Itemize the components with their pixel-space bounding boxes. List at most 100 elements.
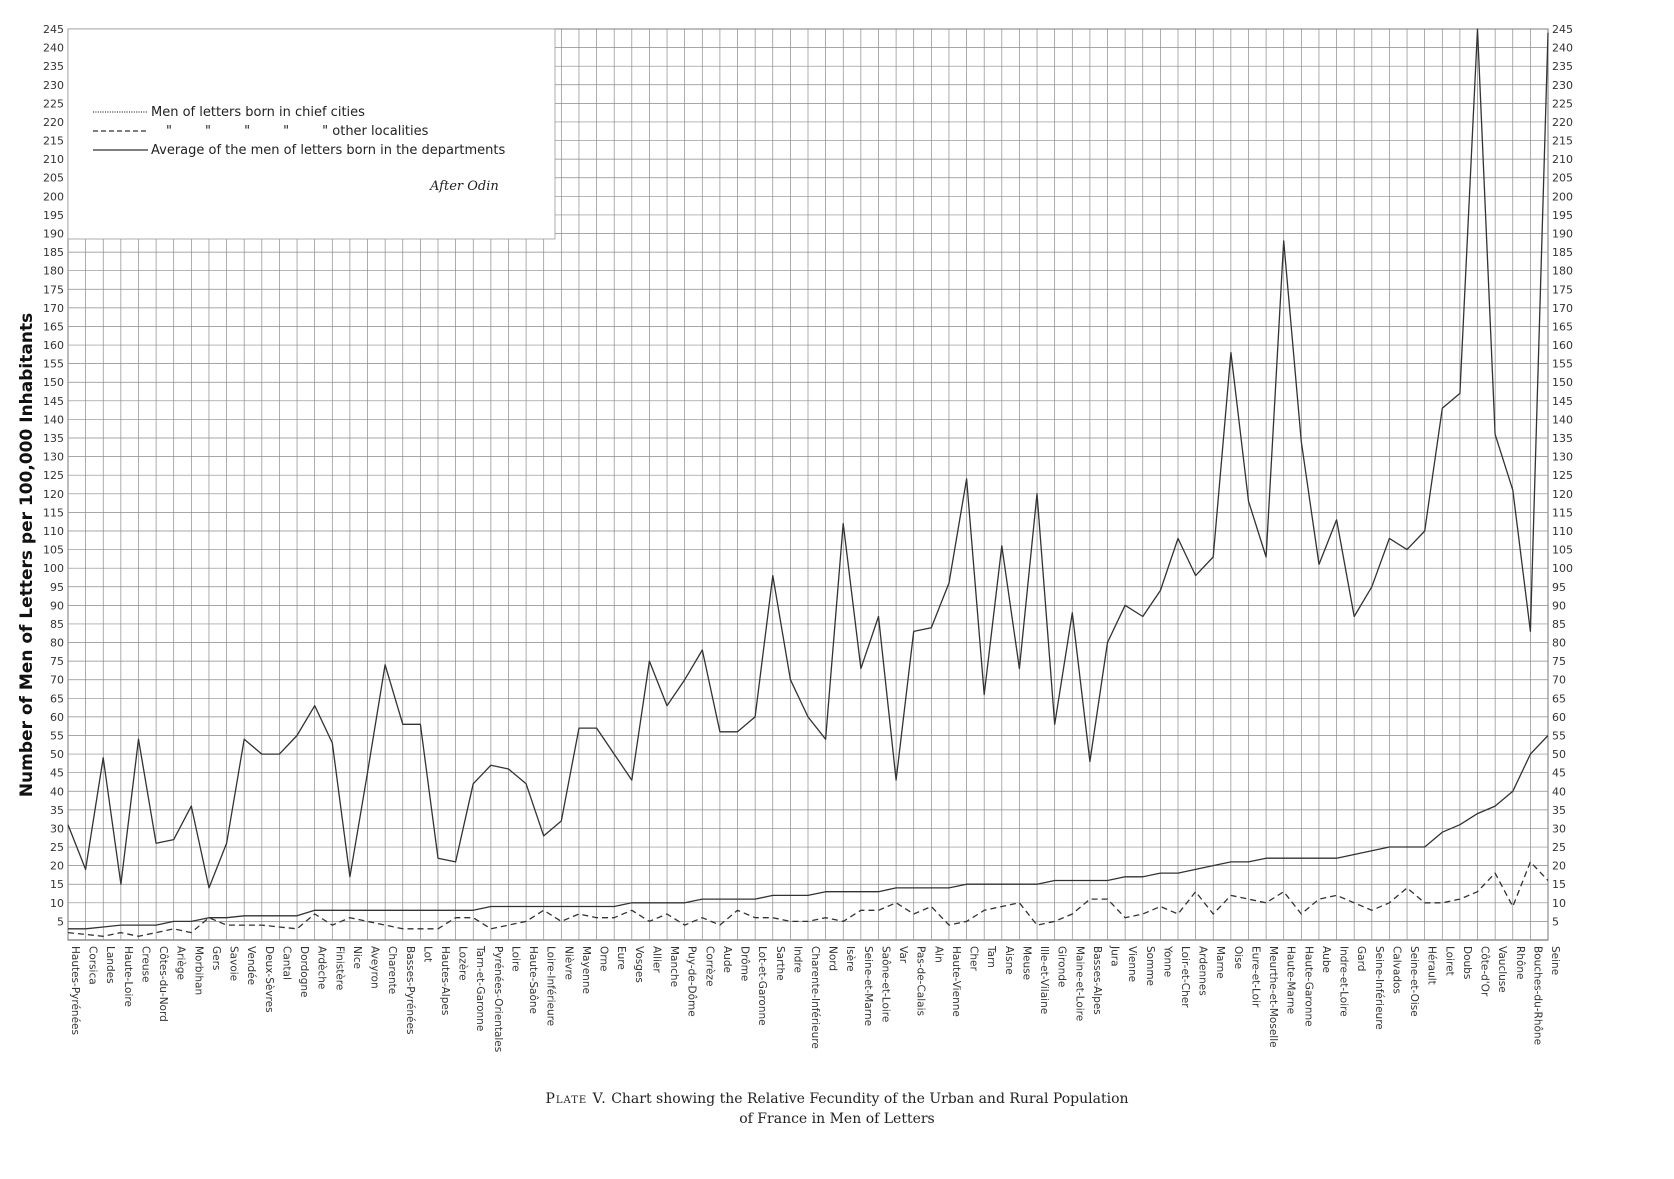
y-tick-label-right: 50 bbox=[1552, 748, 1566, 761]
x-category-label: Drôme bbox=[739, 946, 751, 981]
y-tick-label-right: 140 bbox=[1552, 413, 1573, 426]
x-category-label: Mayenne bbox=[580, 946, 592, 994]
x-category-label: Charente-Inférieure bbox=[809, 946, 821, 1049]
caption-line2: of France in Men of Letters bbox=[739, 1111, 935, 1127]
legend-label-other-localities: " " " " " other localities bbox=[166, 124, 429, 139]
y-tick-label-right: 5 bbox=[1552, 915, 1559, 928]
y-tick-label-right: 10 bbox=[1552, 897, 1566, 910]
x-category-label: Côte-d'Or bbox=[1479, 946, 1491, 997]
x-category-label: Lozère bbox=[457, 946, 469, 981]
y-tick-label-left: 95 bbox=[50, 581, 64, 594]
x-category-label: Loire-Inférieure bbox=[545, 946, 557, 1026]
y-tick-label-left: 120 bbox=[43, 488, 64, 501]
y-tick-label-right: 115 bbox=[1552, 506, 1573, 519]
x-category-label: Seine bbox=[1549, 946, 1561, 975]
x-category-label: Yonne bbox=[1161, 945, 1173, 977]
y-tick-label-left: 50 bbox=[50, 748, 64, 761]
y-tick-label-right: 240 bbox=[1552, 42, 1573, 55]
y-tick-label-left: 170 bbox=[43, 302, 64, 315]
y-tick-label-left: 105 bbox=[43, 544, 64, 557]
y-tick-label-right: 55 bbox=[1552, 729, 1566, 742]
x-category-label: Somme bbox=[1144, 946, 1156, 986]
x-category-label: Jura bbox=[1109, 945, 1121, 967]
y-tick-label-right: 110 bbox=[1552, 525, 1573, 538]
y-tick-label-right: 195 bbox=[1552, 209, 1573, 222]
y-tick-label-left: 175 bbox=[43, 283, 64, 296]
y-tick-label-right: 20 bbox=[1552, 860, 1566, 873]
y-tick-label-left: 135 bbox=[43, 432, 64, 445]
x-category-label: Isère bbox=[844, 946, 856, 972]
y-tick-label-right: 95 bbox=[1552, 581, 1566, 594]
x-category-label: Landes bbox=[104, 946, 116, 984]
y-tick-label-right: 60 bbox=[1552, 711, 1566, 724]
y-tick-label-right: 120 bbox=[1552, 488, 1573, 501]
series-line-0 bbox=[67, 28, 1549, 889]
x-category-label: Haute-Marne bbox=[1285, 946, 1297, 1014]
x-category-label: Sarthe bbox=[774, 946, 786, 981]
x-category-label: Var bbox=[897, 946, 909, 964]
y-tick-label-right: 40 bbox=[1552, 785, 1566, 798]
x-category-label: Pas-de-Calais bbox=[915, 946, 927, 1016]
y-tick-label-left: 75 bbox=[50, 655, 64, 668]
y-tick-label-left: 90 bbox=[50, 599, 64, 612]
y-tick-label-right: 245 bbox=[1552, 23, 1573, 36]
y-tick-label-right: 30 bbox=[1552, 822, 1566, 835]
y-tick-label-right: 225 bbox=[1552, 97, 1573, 110]
x-category-label: Nord bbox=[827, 946, 839, 971]
x-category-label: Seine-et-Marne bbox=[862, 946, 874, 1026]
x-category-label: Orne bbox=[598, 946, 610, 972]
y-tick-label-right: 135 bbox=[1552, 432, 1573, 445]
y-tick-label-left: 200 bbox=[43, 190, 64, 203]
x-category-label: Aveyron bbox=[369, 946, 381, 989]
y-tick-label-left: 130 bbox=[43, 451, 64, 464]
series-line-1 bbox=[67, 861, 1549, 937]
y-tick-label-right: 130 bbox=[1552, 451, 1573, 464]
y-tick-label-right: 15 bbox=[1552, 878, 1566, 891]
x-category-label: Charente bbox=[386, 946, 398, 994]
y-tick-label-left: 10 bbox=[50, 897, 64, 910]
y-tick-label-left: 30 bbox=[50, 822, 64, 835]
x-category-label: Lot-et-Garonne bbox=[756, 946, 768, 1026]
x-category-label: Savoie bbox=[228, 946, 240, 981]
x-category-label: Ille-et-Vilaine bbox=[1038, 946, 1050, 1014]
legend: Men of letters born in chief cities " " … bbox=[67, 28, 556, 240]
y-tick-label-left: 195 bbox=[43, 209, 64, 222]
y-tick-label-right: 230 bbox=[1552, 79, 1573, 92]
x-category-label: Manche bbox=[668, 946, 680, 987]
y-tick-label-left: 80 bbox=[50, 637, 64, 650]
x-category-label: Ain bbox=[932, 946, 944, 963]
x-category-label: Aube bbox=[1320, 946, 1332, 973]
y-tick-label-left: 225 bbox=[43, 97, 64, 110]
x-category-label: Gard bbox=[1355, 946, 1367, 971]
x-category-label: Hérault bbox=[1426, 946, 1438, 985]
x-category-label: Nice bbox=[351, 946, 363, 969]
x-category-label: Pyrénées-Orientales bbox=[492, 946, 504, 1052]
y-tick-label-right: 90 bbox=[1552, 599, 1566, 612]
y-tick-label-left: 20 bbox=[50, 860, 64, 873]
y-tick-label-left: 55 bbox=[50, 729, 64, 742]
y-tick-label-left: 125 bbox=[43, 469, 64, 482]
x-category-label: Nièvre bbox=[562, 946, 574, 980]
caption: Plate V. Chart showing the Relative Fecu… bbox=[0, 1089, 1674, 1129]
y-tick-label-left: 220 bbox=[43, 116, 64, 129]
x-category-label: Cantal bbox=[280, 946, 292, 980]
y-tick-label-left: 215 bbox=[43, 135, 64, 148]
x-category-label: Corsica bbox=[87, 946, 99, 985]
x-category-label: Creuse bbox=[139, 946, 151, 982]
x-category-label: Maine-et-Loire bbox=[1073, 946, 1085, 1021]
x-category-label: Indre bbox=[791, 946, 803, 973]
y-tick-label-left: 60 bbox=[50, 711, 64, 724]
x-category-label: Meuse bbox=[1020, 946, 1032, 980]
x-category-label: Rhône bbox=[1514, 946, 1526, 980]
x-category-label: Cher bbox=[968, 946, 980, 971]
legend-label-average: Average of the men of letters born in th… bbox=[151, 143, 505, 158]
x-category-label: Meurthe-et-Moselle bbox=[1267, 946, 1279, 1048]
y-tick-label-left: 165 bbox=[43, 320, 64, 333]
y-tick-label-left: 25 bbox=[50, 841, 64, 854]
y-tick-label-right: 170 bbox=[1552, 302, 1573, 315]
x-category-label: Haute-Garonne bbox=[1302, 946, 1314, 1027]
x-category-label: Loiret bbox=[1443, 946, 1455, 976]
x-category-label: Tarn bbox=[985, 945, 997, 968]
x-category-label: Eure-et-Loir bbox=[1249, 946, 1261, 1008]
